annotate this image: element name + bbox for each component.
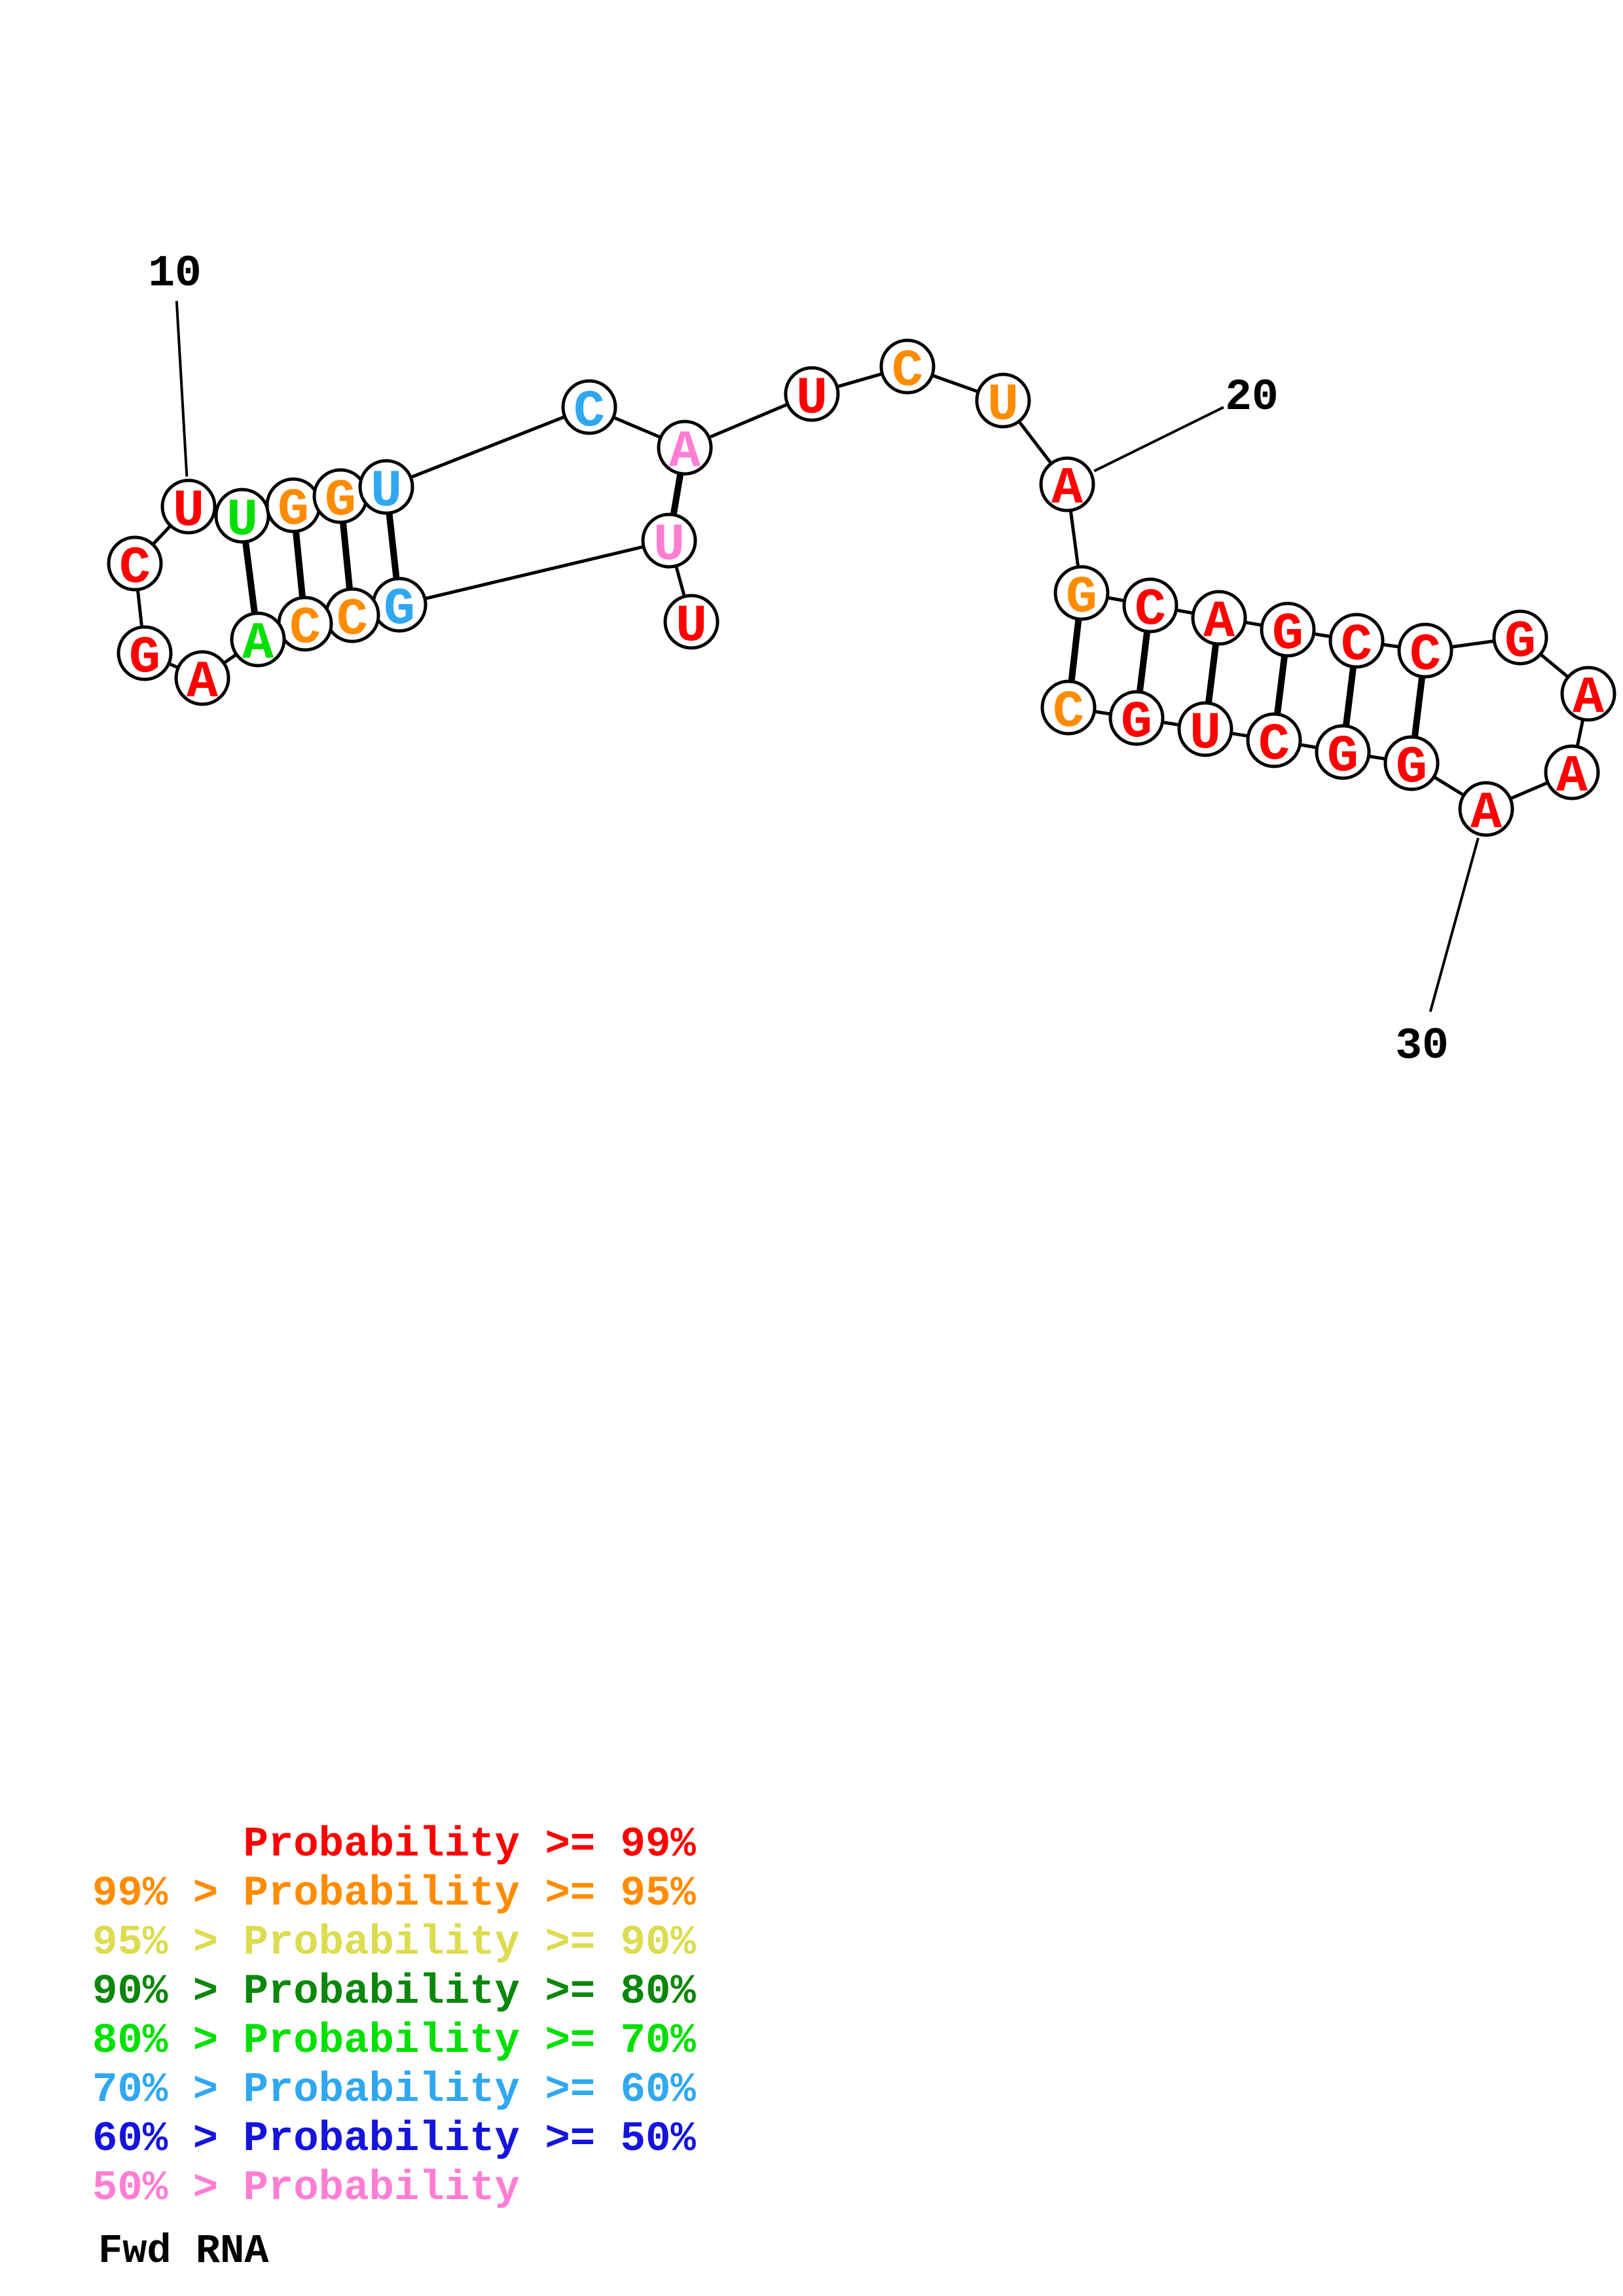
backbone-bond-2-3 bbox=[399, 539, 670, 607]
nucleotide-letter-25-C: C bbox=[1341, 616, 1372, 675]
position-label-line-20 bbox=[1093, 406, 1224, 473]
legend-row-p50: 60% > Probability >= 50% bbox=[92, 2116, 696, 2163]
backbone-bond-14-15 bbox=[386, 405, 590, 489]
nucleotide-circle-10 bbox=[160, 478, 217, 535]
nucleotide-circle-7 bbox=[174, 650, 230, 706]
nucleotide-circle-22 bbox=[1122, 577, 1178, 634]
position-label-10: 10 bbox=[148, 249, 202, 299]
nucleotide-letter-15-C: C bbox=[574, 382, 605, 442]
nucleotide-letter-26-C: C bbox=[1410, 626, 1441, 685]
nucleotide-circle-8 bbox=[117, 625, 173, 681]
legend-row-p60: 70% > Probability >= 60% bbox=[92, 2067, 696, 2114]
nucleotide-letter-16-A: A bbox=[669, 423, 701, 482]
legend-row-p99: Probability >= 99% bbox=[92, 1821, 696, 1869]
nucleotide-circle-35 bbox=[1108, 690, 1165, 746]
nucleotide-letter-32-G: G bbox=[1327, 727, 1359, 787]
nucleotide-circle-21 bbox=[1053, 565, 1110, 621]
nucleotide-circle-1 bbox=[663, 594, 720, 650]
legend-row-p80: 90% > Probability >= 80% bbox=[92, 1969, 696, 2016]
position-label-20: 20 bbox=[1225, 372, 1279, 423]
nucleotide-letter-27-G: G bbox=[1504, 613, 1536, 672]
plot-title: Fwd RNA bbox=[98, 2228, 269, 2274]
nucleotide-letter-10-U: U bbox=[173, 482, 204, 541]
nucleotide-circle-32 bbox=[1315, 724, 1371, 780]
nucleotide-circle-20 bbox=[1039, 456, 1095, 512]
nucleotide-circle-25 bbox=[1328, 613, 1385, 669]
nucleotide-circle-9 bbox=[107, 535, 163, 592]
nucleotide-letter-22-C: C bbox=[1135, 581, 1166, 640]
nucleotide-letter-28-A: A bbox=[1573, 669, 1605, 728]
nucleotide-circle-34 bbox=[1177, 701, 1233, 757]
position-label-line-30 bbox=[1429, 837, 1480, 1013]
nucleotide-letter-3-G: G bbox=[384, 580, 415, 639]
nucleotide-letter-17-U: U bbox=[796, 369, 828, 429]
nucleotide-letter-19-U: U bbox=[987, 376, 1019, 435]
nucleotide-circle-19 bbox=[975, 372, 1031, 429]
nucleotide-letter-34-U: U bbox=[1190, 704, 1221, 764]
nucleotide-letter-8-G: G bbox=[129, 628, 160, 688]
nucleotide-circle-28 bbox=[1560, 666, 1616, 722]
nucleotide-letter-7-A: A bbox=[187, 653, 219, 713]
legend-row-p95: 99% > Probability >= 95% bbox=[92, 1871, 696, 1918]
nucleotide-circle-26 bbox=[1397, 622, 1453, 679]
nucleotide-letter-14-U: U bbox=[371, 462, 402, 522]
nucleotide-letter-4-C: C bbox=[337, 590, 368, 650]
nucleotide-circle-2 bbox=[641, 512, 697, 569]
nucleotide-letter-30-A: A bbox=[1470, 784, 1503, 844]
nucleotide-circle-29 bbox=[1544, 744, 1600, 800]
nucleotide-letter-20-A: A bbox=[1051, 459, 1084, 519]
nucleotide-circle-33 bbox=[1246, 712, 1302, 768]
nucleotide-letter-35-G: G bbox=[1121, 693, 1152, 753]
position-label-line-10 bbox=[175, 300, 189, 477]
nucleotide-letter-36-C: C bbox=[1053, 683, 1084, 742]
position-label-30: 30 bbox=[1395, 1021, 1449, 1071]
nucleotide-letter-9-C: C bbox=[119, 539, 151, 598]
legend-row-below50: 50% > Probability bbox=[92, 2165, 520, 2212]
nucleotide-circle-18 bbox=[879, 338, 936, 395]
nucleotide-letter-1-U: U bbox=[676, 597, 707, 656]
nucleotide-letter-29-A: A bbox=[1556, 747, 1588, 807]
nucleotide-letter-18-C: C bbox=[892, 342, 923, 401]
nucleotide-letter-6-A: A bbox=[242, 615, 274, 674]
nucleotide-letter-13-G: G bbox=[325, 471, 356, 531]
nucleotide-circle-6 bbox=[230, 611, 286, 668]
nucleotide-letter-23-A: A bbox=[1203, 593, 1235, 653]
nucleotide-letter-33-C: C bbox=[1258, 715, 1290, 775]
nucleotide-circle-15 bbox=[561, 379, 617, 435]
nucleotide-circle-36 bbox=[1040, 679, 1097, 736]
nucleotide-letter-24-G: G bbox=[1272, 605, 1304, 664]
nucleotide-circle-30 bbox=[1458, 781, 1514, 837]
nucleotide-circle-27 bbox=[1492, 609, 1548, 666]
nucleotide-letter-2-U: U bbox=[653, 516, 685, 575]
nucleotide-circle-23 bbox=[1191, 590, 1247, 646]
nucleotide-circle-17 bbox=[784, 366, 840, 422]
nucleotide-letter-31-G: G bbox=[1396, 738, 1427, 798]
legend-row-p90: 95% > Probability >= 90% bbox=[92, 1920, 696, 1967]
legend-row-p70: 80% > Probability >= 70% bbox=[92, 2018, 696, 2065]
nucleotide-circle-24 bbox=[1260, 601, 1316, 658]
probability-legend: Probability >= 99% 99% > Probability >= … bbox=[92, 1821, 696, 2214]
nucleotide-letter-5-C: C bbox=[289, 599, 321, 658]
nucleotide-circle-16 bbox=[657, 420, 713, 476]
nucleotide-circle-31 bbox=[1383, 735, 1440, 791]
nucleotide-letter-21-G: G bbox=[1066, 568, 1097, 628]
nucleotide-circle-14 bbox=[358, 459, 414, 515]
nucleotide-letter-11-U: U bbox=[227, 491, 258, 550]
nucleotide-letter-12-G: G bbox=[278, 480, 309, 540]
